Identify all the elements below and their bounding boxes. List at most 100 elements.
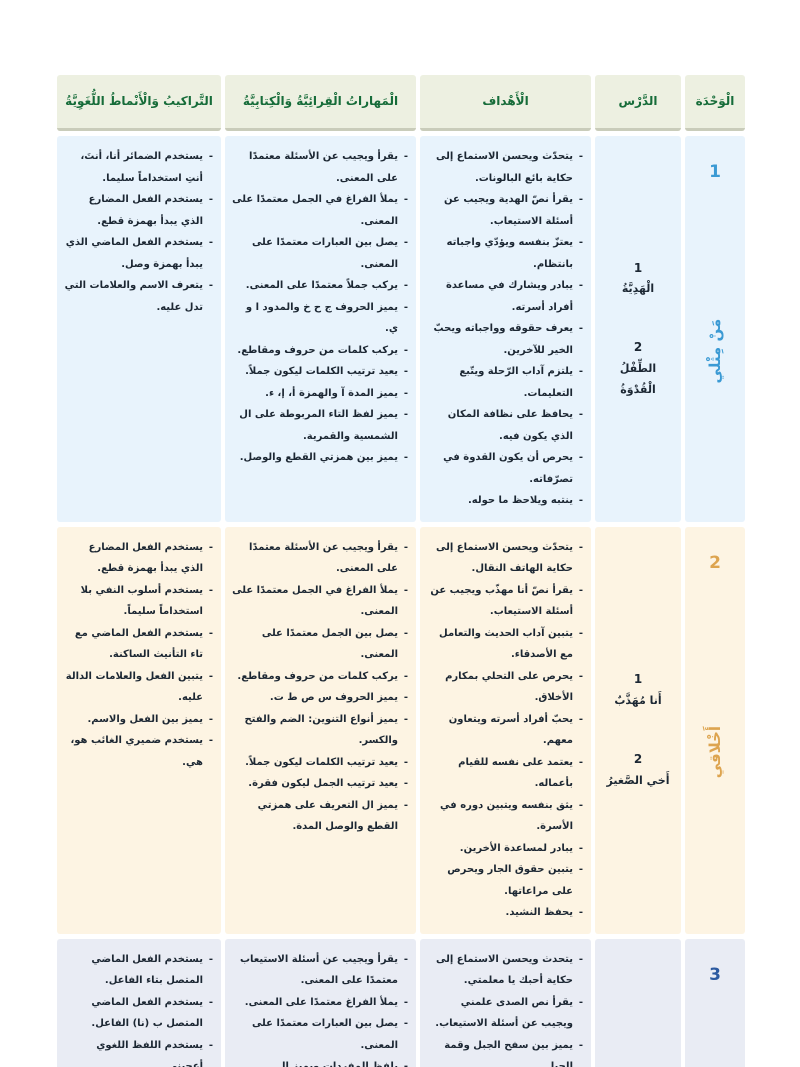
unit-number: 2 — [709, 552, 721, 573]
skill-item: يميز ال التعريف على همزتي القطع والوصل ا… — [232, 795, 409, 838]
lesson-item: 1 الْهَدِيَّةُ — [622, 257, 654, 301]
objective-item: يتحدّث ويحسن الاستماع إلى حكاية بائع الب… — [427, 146, 584, 189]
structure-item: يميز بين الفعل والاسم. — [64, 709, 214, 731]
lesson-item: 2 الطِّفْلُ الْقُدْوَةُ — [602, 336, 674, 401]
skill-item: يعيد ترتيب الكلمات ليكون جملاً. — [232, 752, 409, 774]
skill-item: يميز أنواع التنوين: الضم والفتح والكسر. — [232, 709, 409, 752]
objective-item: يحبّ أفراد أسرته ويتعاون معهم. — [427, 709, 584, 752]
objective-item: يعتزّ بنفسه ويؤدّي واجباته بانتظام. — [427, 232, 584, 275]
structure-item: يستخدم الفعل المضارع الذي يبدأ بهمزة قطع… — [64, 189, 214, 232]
objective-item: يلتزم آداب الرّحلة ويتّبع التعليمات. — [427, 361, 584, 404]
skill-item: يملأ الفراغ معتمدًا على المعنى. — [232, 992, 409, 1014]
skill-item: يقرأ ويجيب عن أسئلة الاستيعاب معتمدًا عل… — [232, 949, 409, 992]
lesson-item: 1 أَنا مُهَذَّبٌ — [614, 668, 661, 712]
objective-item: يقرأ نصّ الهدية ويجيب عن أسئلة الاستيعاب… — [427, 189, 584, 232]
lesson-item: 2 أَخي الصَّغيرُ — [607, 748, 670, 792]
lesson-cell: 1 أَنا مُهَذَّبٌ 2 أَخي الصَّغيرُ — [595, 526, 681, 934]
objective-item: يبادر ويشارك في مساعدة أفراد أسرته. — [427, 275, 584, 318]
lesson-number: 2 — [633, 340, 643, 355]
lesson-title: أَنا مُهَذَّبٌ — [614, 694, 662, 708]
objective-item: يميز بين سفح الجبل وقمة الجبل. — [427, 1035, 584, 1067]
structure-item: يستخدم ضميري الغائب هو، هي. — [64, 730, 214, 773]
objective-item: يحافظ على نظافة المكان الذي يكون فيه. — [427, 404, 584, 447]
skill-item: يركب كلمات من حروف ومقاطع. — [232, 666, 409, 688]
objective-item: يعتمد على نفسه للقيام بأعماله. — [427, 752, 584, 795]
unit-number: 3 — [709, 964, 721, 985]
structures-cell: يستخدم الضمائر أنا، أنتَ، أنتِ استخداماً… — [57, 136, 221, 522]
objective-item: يعرف حقوقه وواجباته ويحبّ الخير للآخرين. — [427, 318, 584, 361]
header-structures: التَّراكيبُ وَالْأَنْماطُ اللُّغَوِيَّةُ — [57, 75, 221, 131]
lesson-number: 2 — [633, 752, 643, 766]
units-container: 1 مَنْ مِثْلي 1 الْهَدِيَّةُ 2 الطِّفْلُ الْق… — [57, 136, 745, 1067]
lesson-number: 1 — [633, 672, 643, 687]
structures-cell: يستخدم الفعل الماضي المتصل بتاء الفاعل.ي… — [57, 938, 221, 1067]
skills-cell: يقرأ ويجيب عن الأسئلة معتمدًا على المعنى… — [225, 136, 416, 522]
unit-title-wrap: عَلاقاتي — [686, 993, 744, 1067]
structure-item: يتعرف الاسم والعلامات التي تدل عليه. — [64, 275, 214, 318]
skill-item: يملأ الفراغ في الجمل معتمدًا على المعنى. — [232, 189, 409, 232]
unit-cell: 3 عَلاقاتي — [685, 938, 745, 1067]
objective-item: ينتبه ويلاحظ ما حوله. — [427, 490, 584, 512]
skill-item: يصل بين العبارات معتمدًا على المعنى. — [232, 1013, 409, 1056]
unit-row: 2 أَخْلاقي 1 أَنا مُهَذَّبٌ 2 أَخي الصَّغيرُ ي… — [57, 526, 745, 934]
structure-item: يستخدم اللفظ اللغوي أعجبني..... — [64, 1035, 214, 1067]
header-skills: الْمَهاراتُ الْقِرائِيَّةُ وَالْكِتابِيَ… — [225, 75, 416, 131]
skill-item: يلفظ المفردات ويميز ال الشمسية والقمرية. — [232, 1056, 409, 1067]
objective-item: يتبين آداب الحديث والتعامل مع الأصدقاء. — [427, 623, 584, 666]
structures-cell: يستخدم الفعل المضارع الذي يبدأ بهمزة قطع… — [57, 526, 221, 934]
skill-item: يميز بين همزتي القطع والوصل. — [232, 447, 409, 469]
skill-item: يركب جملاً معتمدًا على المعنى. — [232, 275, 409, 297]
skill-item: يقرأ ويجيب عن الأسئلة معتمدًا على المعنى… — [232, 146, 409, 189]
lesson-cell: 1 الْهَدِيَّةُ 2 الطِّفْلُ الْقُدْوَةُ — [595, 136, 681, 522]
objective-item: يبادر لمساعدة الأخرين. — [427, 838, 584, 860]
structure-item: يستخدم الفعل المضارع الذي يبدأ بهمزة قطع… — [64, 537, 214, 580]
unit-cell: 2 أَخْلاقي — [685, 526, 745, 934]
structure-item: يتبين الفعل والعلامات الدالة عليه. — [64, 666, 214, 709]
skill-item: يركب كلمات من حروف ومقاطع. — [232, 340, 409, 362]
structure-item: يستخدم الضمائر أنا، أنتَ، أنتِ استخداماً… — [64, 146, 214, 189]
table-header-row: الْوَحْدَة الدَّرْس الْأَهْداف الْمَهارا… — [57, 75, 745, 131]
lesson-number: 1 — [633, 260, 643, 275]
unit-cell: 1 مَنْ مِثْلي — [685, 136, 745, 522]
header-objectives: الْأَهْداف — [420, 75, 591, 131]
unit-title-wrap: مَنْ مِثْلي — [683, 191, 748, 512]
skill-item: يميز المدة آ والهمزة أ، إ، ء. — [232, 383, 409, 405]
unit-row: 1 مَنْ مِثْلي 1 الْهَدِيَّةُ 2 الطِّفْلُ الْق… — [57, 136, 745, 522]
structure-item: يستخدم الفعل الماضي الذي يبدأ بهمزة وصل. — [64, 232, 214, 275]
curriculum-table: الْوَحْدَة الدَّرْس الْأَهْداف الْمَهارا… — [57, 75, 745, 1067]
skill-item: يميز الحروف س ص ط ت. — [232, 687, 409, 709]
unit-title: أَخْلاقي — [705, 726, 724, 779]
objectives-cell: يتحدث ويحسن الاستماع إلى حكاية أحبك يا م… — [420, 938, 591, 1067]
skill-item: يعيد ترتيب الجمل ليكون فقرة. — [232, 773, 409, 795]
structure-item: يستخدم الفعل الماضي المتصل ب (نا) الفاعل… — [64, 992, 214, 1035]
skill-item: يصل بين العبارات معتمدًا على المعنى. — [232, 232, 409, 275]
skills-cell: يقرأ ويجيب عن الأسئلة معتمدًا على المعنى… — [225, 526, 416, 934]
unit-row: 3 عَلاقاتي1الصَّدى عَلَّمَني2وَسائِلُ الْ… — [57, 938, 745, 1067]
objectives-cell: يتحدّث ويحسن الاستماع إلى حكاية بائع الب… — [420, 136, 591, 522]
objective-item: يقرأ نصّ أنا مهذّب ويجيب عن أسئلة الاستي… — [427, 580, 584, 623]
objective-item: يحرص على التحلي بمكارم الأخلاق. — [427, 666, 584, 709]
structure-item: يستخدم الفعل الماضي مع تاء التأنيث الساك… — [64, 623, 214, 666]
objective-item: يقرأ نص الصدى علمني ويجيب عن أسئلة الاست… — [427, 992, 584, 1035]
skill-item: يصل بين الجمل معتمدًا على المعنى. — [232, 623, 409, 666]
skill-item: يملأ الفراغ في الجمل معتمدًا على المعنى. — [232, 580, 409, 623]
objective-item: يتحدث ويحسن الاستماع إلى حكاية أحبك يا م… — [427, 949, 584, 992]
objective-item: يتبين حقوق الجار ويحرص على مراعاتها. — [427, 859, 584, 902]
objective-item: يحفظ النشيد. — [427, 902, 584, 924]
lesson-title: أَخي الصَّغيرُ — [606, 773, 670, 787]
header-unit: الْوَحْدَة — [685, 75, 745, 131]
unit-title-wrap: أَخْلاقي — [689, 581, 741, 923]
lesson-title: الْهَدِيَّةُ — [621, 282, 655, 296]
skills-cell: يقرأ ويجيب عن أسئلة الاستيعاب معتمدًا عل… — [225, 938, 416, 1067]
lesson-title: الطِّفْلُ الْقُدْوَةُ — [619, 362, 657, 396]
skill-item: يميز لفظ التاء المربوطة على ال الشمسية و… — [232, 404, 409, 447]
objective-item: يثق بنفسه ويتبين دوره في الأسرة. — [427, 795, 584, 838]
structure-item: يستخدم الفعل الماضي المتصل بتاء الفاعل. — [64, 949, 214, 992]
skill-item: يقرأ ويجيب عن الأسئلة معتمدًا على المعنى… — [232, 537, 409, 580]
objectives-cell: يتحدّث ويحسن الاستماع إلى حكاية الهاتف ا… — [420, 526, 591, 934]
structure-item: يستخدم أسلوب النفي بلا استخداماً سليماً. — [64, 580, 214, 623]
objective-item: يتحدّث ويحسن الاستماع إلى حكاية الهاتف ا… — [427, 537, 584, 580]
unit-title: مَنْ مِثْلي — [705, 318, 724, 384]
skill-item: يعيد ترتيب الكلمات ليكون جملاً. — [232, 361, 409, 383]
